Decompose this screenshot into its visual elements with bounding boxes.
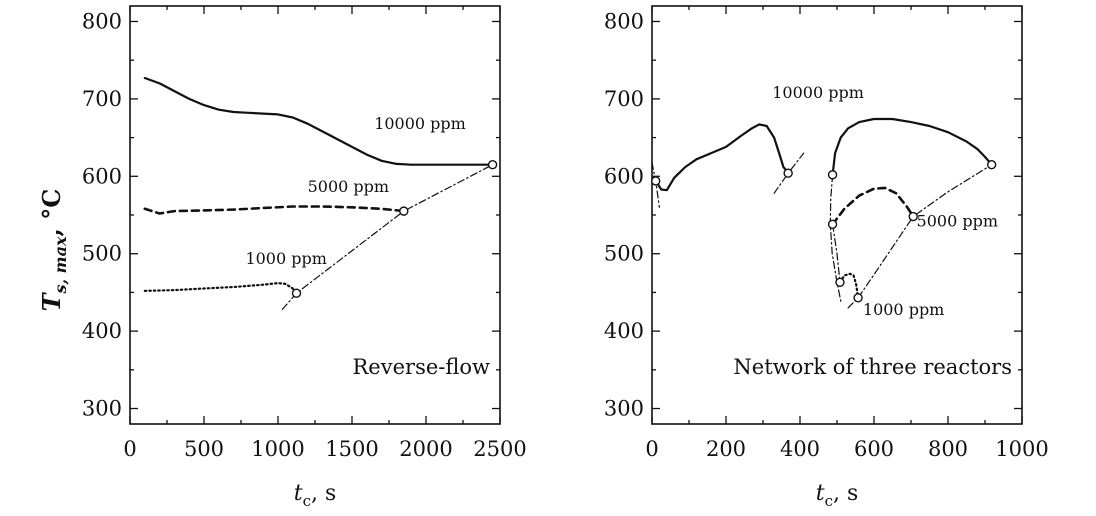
y-axis-title-unit: , °C xyxy=(37,189,66,237)
x-tick-label: 800 xyxy=(928,437,968,461)
panel-reverse-flow: 0 500 1000 1500 2000 2500 300 400 500 600 700 800 10… xyxy=(82,5,527,510)
y-axis-title-main: T xyxy=(37,291,66,311)
series-annotation: 5000 ppm xyxy=(917,212,998,231)
y-tick-label: 800 xyxy=(82,9,122,33)
x-tick-label: 1000 xyxy=(995,437,1048,461)
series-line-dotted xyxy=(838,272,860,299)
y-tick-label: 800 xyxy=(604,9,644,33)
data-point-marker xyxy=(835,277,845,288)
x-axis-title-sub: c xyxy=(825,492,833,510)
x-axis-title-unit: , s xyxy=(833,481,858,506)
series-line-dashdot xyxy=(281,164,494,310)
y-tick-label: 600 xyxy=(82,164,122,188)
data-point-marker xyxy=(783,168,793,178)
x-tick-label: 1000 xyxy=(251,437,304,461)
y-tick-label: 400 xyxy=(604,319,644,343)
y-axis-title-sub: s, max xyxy=(51,236,70,294)
series-annotation: 5000 ppm xyxy=(308,177,389,196)
y-tick-label: 700 xyxy=(604,87,644,111)
y-tick-label: 400 xyxy=(82,319,122,343)
x-tick-label: 0 xyxy=(645,437,658,461)
series-annotation: 1000 ppm xyxy=(245,249,326,268)
data-point-marker xyxy=(487,159,498,170)
series-line-dashdot xyxy=(832,223,841,283)
x-axis-title: tc, s xyxy=(816,481,859,510)
data-point-marker xyxy=(986,159,997,170)
series-annotation: 10000 ppm xyxy=(374,114,466,133)
series-line-dashed xyxy=(143,205,406,215)
data-point-marker xyxy=(827,170,838,180)
x-tick-label: 500 xyxy=(184,437,224,461)
data-point-marker xyxy=(399,206,409,216)
x-tick-label: 600 xyxy=(854,437,894,461)
x-tick-label: 1500 xyxy=(325,437,378,461)
data-point-marker xyxy=(291,288,302,298)
series-line-solid xyxy=(831,117,993,176)
y-tick-label: 600 xyxy=(604,164,644,188)
series-line-dotted xyxy=(143,282,298,295)
series-annotation: 10000 ppm xyxy=(772,83,864,102)
x-axis-title: tc, s xyxy=(294,481,337,510)
series-line-dashed xyxy=(831,186,915,226)
panel-network-of-three-reactors: 0 200 400 600 800 1000 300 400 500 600 700 800 10000… xyxy=(604,5,1049,510)
panel-label: Network of three reactors xyxy=(733,355,1012,379)
y-tick-label: 500 xyxy=(604,242,644,266)
series-line-dashdot xyxy=(847,164,993,309)
series-annotation: 1000 ppm xyxy=(863,300,944,319)
y-tick-label: 300 xyxy=(82,397,122,421)
x-tick-label: 2500 xyxy=(473,437,526,461)
data-point-marker xyxy=(827,219,838,229)
x-axis-title-sub: c xyxy=(303,492,311,510)
y-axis-title: Ts, max, °C xyxy=(37,189,70,312)
panel-label: Reverse-flow xyxy=(353,355,491,379)
x-tick-label: 0 xyxy=(123,437,136,461)
data-point-marker xyxy=(651,176,661,186)
y-tick-label: 500 xyxy=(82,242,122,266)
x-axis-title-main: t xyxy=(294,481,303,506)
x-tick-label: 2000 xyxy=(399,437,452,461)
data-point-marker xyxy=(853,293,863,303)
x-axis-title-unit: , s xyxy=(311,481,336,506)
y-tick-label: 300 xyxy=(604,397,644,421)
series-line-solid xyxy=(143,76,494,166)
x-tick-label: 400 xyxy=(780,437,820,461)
x-tick-label: 200 xyxy=(706,437,746,461)
series-line-solid xyxy=(654,123,790,192)
x-axis-title-main: t xyxy=(816,481,825,506)
data-point-marker xyxy=(908,211,918,222)
y-tick-label: 700 xyxy=(82,87,122,111)
